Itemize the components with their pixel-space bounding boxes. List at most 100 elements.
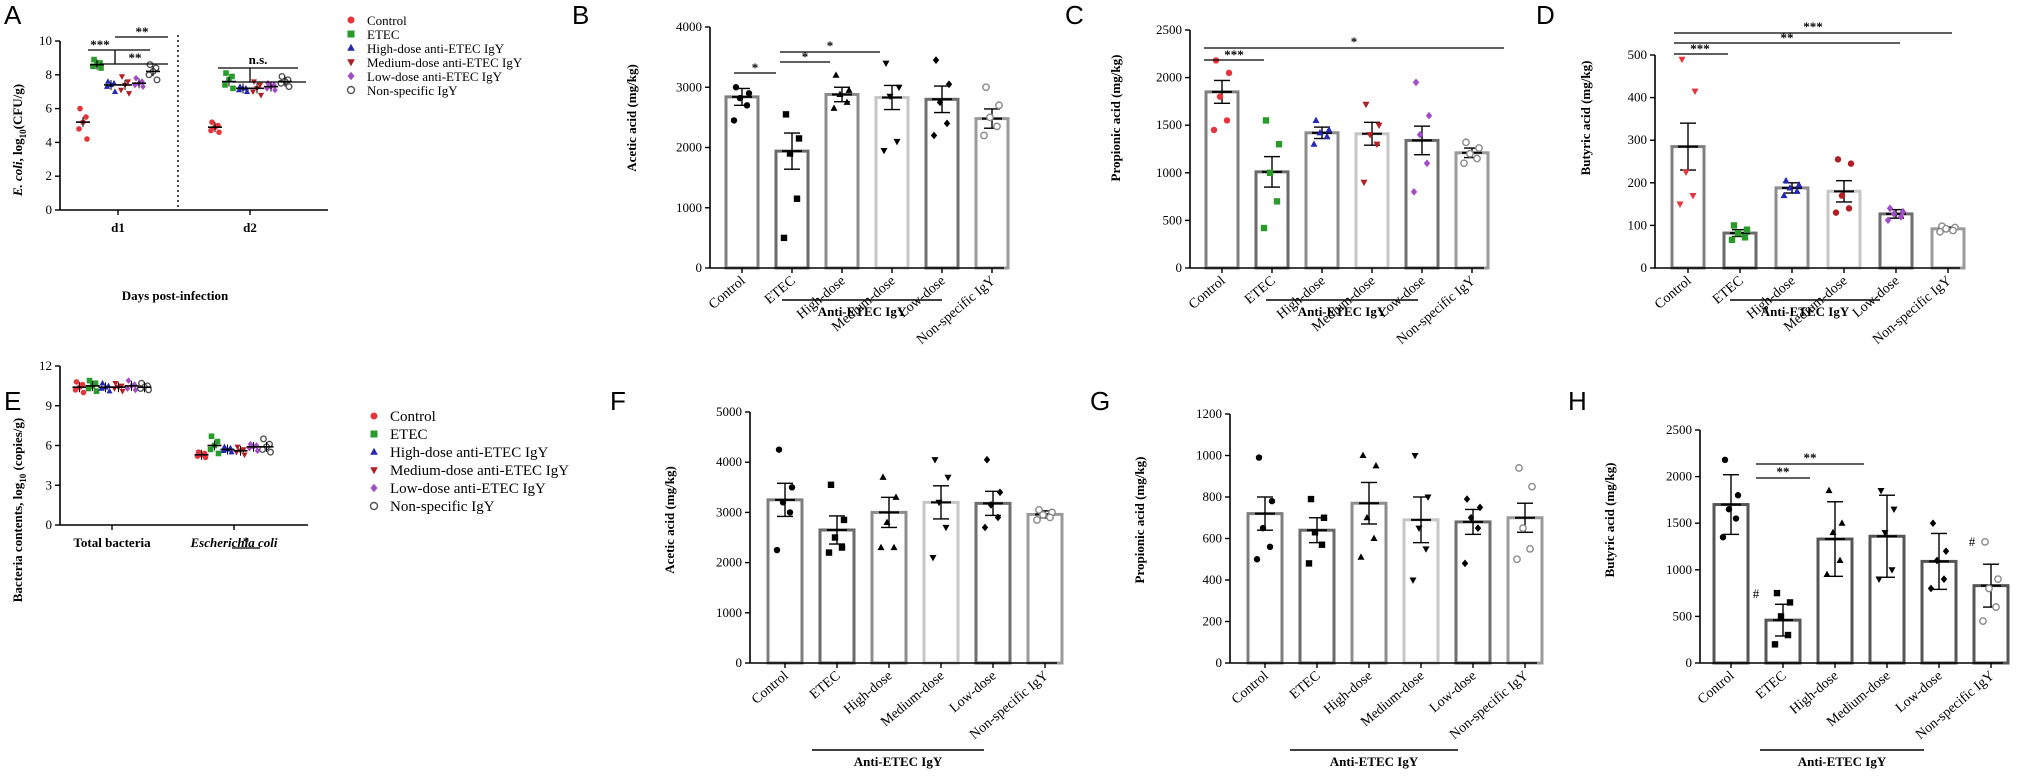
y-axis: 0 200 400 600 800 1000 1200 (1196, 406, 1231, 670)
group-bracket: Anti-ETEC IgY (782, 299, 942, 319)
y-axis-label: Acetic acid (mg/kg) (624, 64, 639, 172)
data-point (995, 101, 1003, 110)
panel-h: H Butyric acid (mg/kg) 0 500 1000 1500 2000 2… (1568, 386, 2010, 769)
data-point (84, 136, 90, 142)
bars (1204, 57, 1490, 270)
y-tick-label: 2000 (1156, 70, 1182, 85)
bar (724, 95, 760, 270)
x-axis-title: Days post-infection (122, 288, 229, 303)
y-axis-label: Bacteria contents, log10 (copies/g) (10, 418, 28, 602)
data-point (1366, 132, 1374, 139)
x-tick-label: ETEC (1753, 669, 1789, 703)
legend-label: Control (390, 409, 436, 425)
group-label: Anti-ETEC IgY (1298, 304, 1387, 319)
sig-label: * (802, 49, 809, 64)
data-point (795, 135, 803, 142)
y-tick-label: 12 (39, 358, 52, 373)
data-point (209, 119, 215, 125)
hash-mark: # (1969, 534, 1976, 549)
x-tick-label: Control (1186, 274, 1228, 313)
data-point (1979, 617, 1987, 625)
bar (974, 501, 1012, 665)
data-point (132, 386, 139, 394)
data-point (1897, 213, 1905, 221)
y-axis-label: Propionic acid (mg/kg) (1132, 457, 1147, 584)
data-point (272, 86, 278, 94)
data-point (786, 150, 794, 157)
data-point (1473, 154, 1481, 163)
x-tick-label: Control (1652, 274, 1694, 313)
data-point (146, 61, 154, 69)
data-point (1320, 514, 1328, 521)
sig-label: ** (1804, 450, 1817, 465)
y-tick-label: 200 (1203, 614, 1223, 629)
data-point (1412, 78, 1420, 87)
y-tick-label: 1000 (1666, 562, 1692, 577)
data-point (85, 385, 92, 392)
data-point (1409, 577, 1417, 584)
bar (766, 498, 804, 665)
bar (1026, 512, 1064, 665)
y-tick-label: 2 (46, 168, 53, 183)
bar (870, 510, 908, 665)
x-tick-label: ETEC (1242, 274, 1278, 308)
y-tick-label: 4000 (676, 19, 702, 34)
bar (924, 97, 960, 270)
sig-label: *** (1224, 47, 1244, 62)
bar (1354, 132, 1390, 270)
y-label-part: , log (10, 138, 25, 162)
sig-label: * (827, 38, 834, 53)
data-point (278, 72, 286, 80)
data-point (1786, 184, 1794, 191)
data-point (1411, 452, 1419, 460)
y-tick-label: 4000 (716, 454, 742, 469)
data-point (1933, 556, 1941, 565)
data-point (1424, 494, 1432, 501)
bar (1930, 227, 1966, 270)
data-point (216, 129, 222, 136)
legend-marker (370, 467, 378, 475)
y-tick-label: 1000 (1156, 165, 1182, 180)
data-point (1357, 553, 1365, 560)
y-tick-label: 0 (1176, 260, 1183, 275)
data-point (1728, 236, 1736, 244)
panel-label-d: D (1536, 0, 1555, 30)
data-point (97, 60, 103, 66)
bar (1454, 151, 1490, 270)
bar (1246, 512, 1284, 665)
data-point (112, 380, 119, 387)
x-axis: Total bacteria Escherichia coli (60, 524, 308, 550)
x-tick-label: Escherichia coli (189, 535, 277, 550)
data-point (145, 71, 153, 79)
data-point (1375, 122, 1383, 130)
group-bracket: Anti-ETEC IgY (1760, 749, 1924, 769)
y-axis: 0 500 1000 1500 2000 2500 (1666, 422, 1701, 670)
data-point (1981, 537, 1989, 546)
group-bracket: Anti-ETEC IgY (812, 749, 984, 769)
x-tick-label: Control (1695, 669, 1737, 708)
y-tick-label: 500 (1673, 608, 1693, 623)
significance-brackets: *** ** ** n.s. (88, 24, 306, 83)
data-point (1033, 516, 1041, 524)
data-point (1890, 506, 1898, 514)
bars (766, 446, 1064, 665)
data-point (1223, 117, 1231, 124)
y-tick-label: 1000 (676, 200, 702, 215)
data-point (1786, 599, 1794, 606)
data-point (99, 379, 106, 386)
sig-label: ** (1777, 464, 1790, 479)
data-point (1793, 187, 1801, 194)
data-point (93, 388, 100, 394)
data-point (86, 377, 93, 384)
x-tick-label: Low-dose (1427, 669, 1480, 716)
y-tick-label: 400 (1628, 90, 1648, 105)
bars (1712, 456, 2010, 665)
data-point (1273, 198, 1281, 205)
panel-b: B Acetic acid (mg/kg) 01000200030004000 … (572, 0, 1010, 348)
data-point (235, 86, 243, 93)
data-point (1773, 589, 1781, 597)
y-tick-label: 600 (1203, 531, 1223, 546)
data-point (935, 499, 943, 507)
data-point (1415, 525, 1423, 532)
